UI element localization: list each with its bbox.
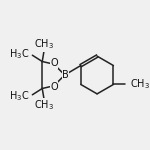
Text: H$_3$C: H$_3$C	[9, 89, 30, 103]
Text: H$_3$C: H$_3$C	[9, 47, 30, 61]
Text: CH$_3$: CH$_3$	[34, 38, 54, 51]
Text: CH$_3$: CH$_3$	[34, 99, 54, 112]
Text: CH$_3$: CH$_3$	[130, 78, 150, 91]
Text: O: O	[50, 82, 58, 92]
Text: B: B	[62, 70, 69, 80]
Text: O: O	[50, 58, 58, 68]
